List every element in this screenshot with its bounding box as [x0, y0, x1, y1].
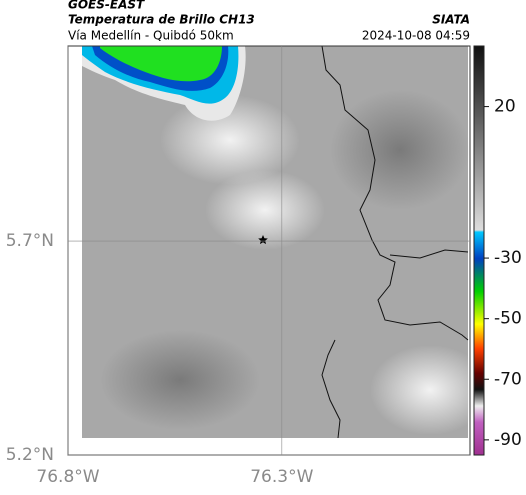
dark-area	[330, 90, 470, 210]
y-tick-label: 5.2°N	[6, 445, 54, 465]
border	[321, 339, 341, 439]
border	[321, 45, 469, 341]
y-tick-label: 5.7°N	[6, 231, 54, 251]
colorbar-tick-label: -30	[494, 248, 522, 268]
cloud-coldest	[100, 46, 222, 82]
region: Vía Medellín - Quibdó 50km	[68, 29, 234, 43]
location-marker	[258, 235, 268, 245]
title: GOES-EAST	[68, 0, 145, 12]
dark-area	[100, 330, 260, 430]
subtitle: Temperatura de Brillo CH13	[68, 13, 255, 27]
imagery	[82, 45, 490, 439]
colorbar	[473, 45, 485, 456]
bright-area	[370, 345, 490, 435]
bright-area	[205, 170, 325, 250]
colorbar-tick-label: -90	[494, 430, 522, 450]
header: GOES-EAST Temperatura de Brillo CH13 Vía…	[68, 0, 470, 43]
x-tick-label: 76.3°W	[250, 467, 313, 487]
timestamp: 2024-10-08 04:59	[362, 29, 470, 43]
colorbar-tick-label: -70	[494, 369, 522, 389]
colorbar-tick-label: -50	[494, 309, 522, 329]
source: SIATA	[432, 13, 470, 27]
bright-area	[160, 95, 300, 185]
border	[389, 249, 469, 259]
x-tick-label: 76.8°W	[36, 467, 99, 487]
colorbar-tick-label: 20	[494, 97, 516, 117]
